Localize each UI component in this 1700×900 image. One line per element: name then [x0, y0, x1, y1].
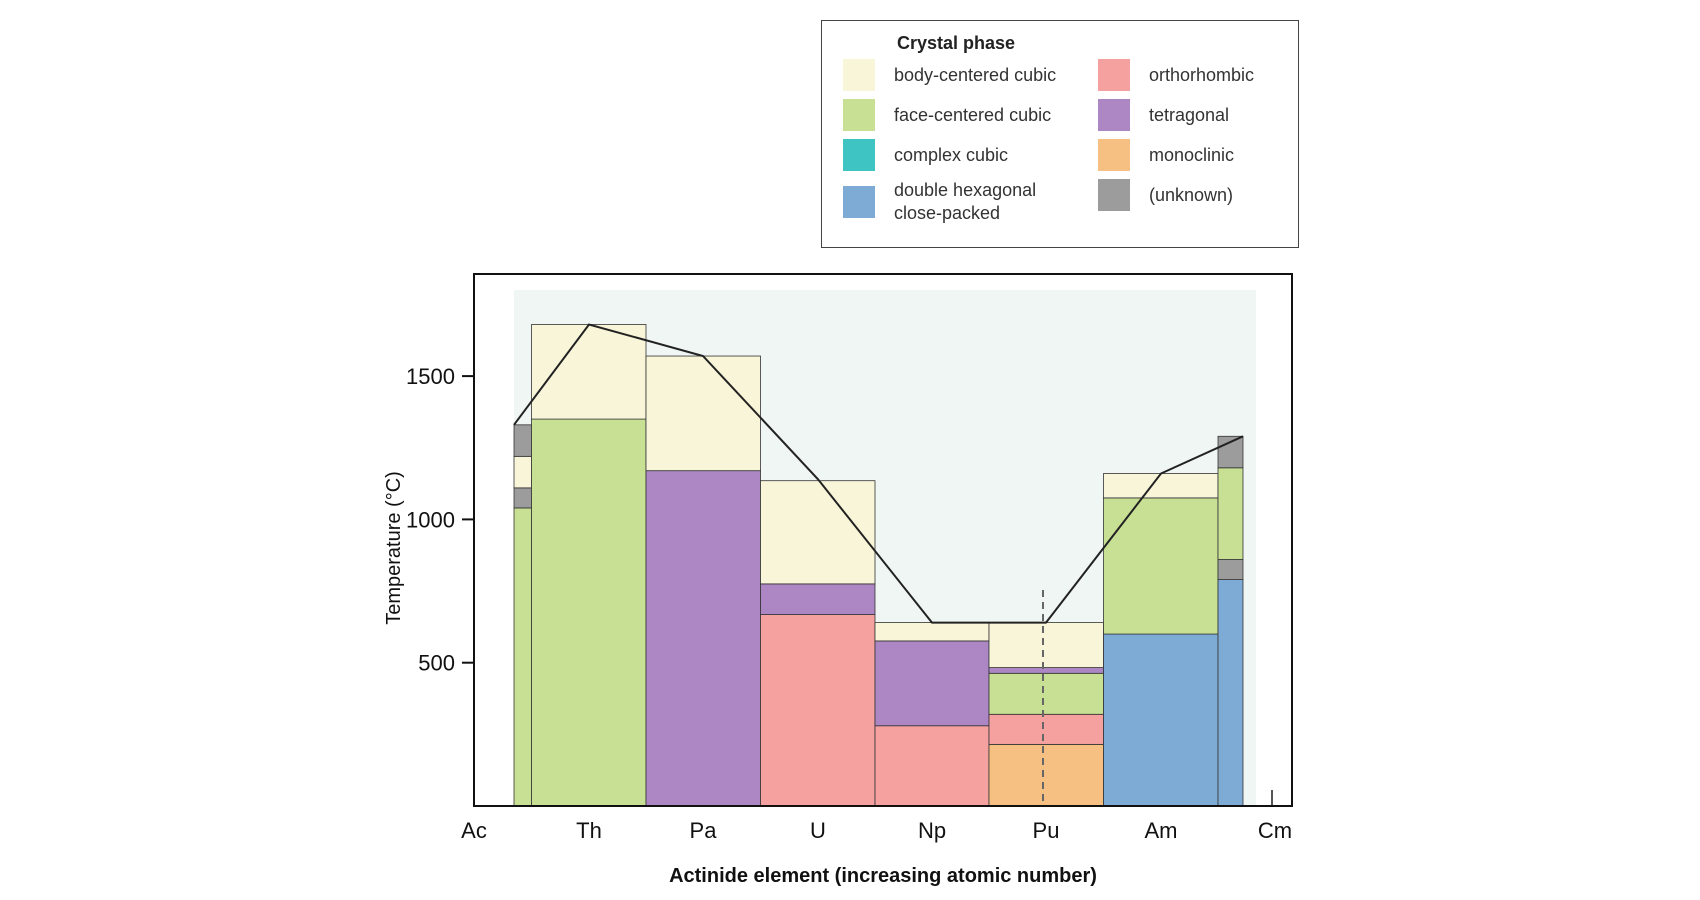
phase-region — [1217, 559, 1244, 580]
legend-swatch — [1098, 179, 1130, 211]
legend-item: orthorhombic — [1098, 59, 1254, 91]
x-tick-label: Np — [918, 818, 946, 843]
legend-label: double hexagonal close-packed — [894, 180, 1037, 223]
legend-swatch — [1098, 99, 1130, 131]
y-tick-label: 1000 — [406, 507, 455, 532]
phase-region — [645, 470, 761, 807]
x-axis-ticks: Ac Th Pa U Np Pu Am Cm — [461, 818, 1292, 843]
legend-item: complex cubic — [843, 139, 1008, 171]
plot-frame — [473, 273, 1293, 807]
phase-region — [1217, 467, 1244, 560]
phase-region — [760, 614, 876, 807]
y-tick-label: 1500 — [406, 364, 455, 389]
legend-item: double hexagonal close-packed — [843, 179, 1036, 225]
phase-region — [513, 455, 532, 489]
phase-region — [645, 355, 761, 472]
phase-region — [531, 324, 647, 420]
legend-item: (unknown) — [1098, 179, 1233, 211]
phase-region — [874, 640, 990, 727]
phase-region — [988, 713, 1104, 745]
phase-region — [988, 622, 1104, 668]
legend-swatch — [1098, 139, 1130, 171]
legend-item: face-centered cubic — [843, 99, 1051, 131]
legend-label: monoclinic — [1149, 144, 1235, 165]
phase-region — [531, 418, 647, 807]
legend-item: monoclinic — [1098, 139, 1234, 171]
y-axis-ticks: 500 1000 1500 — [406, 364, 474, 676]
phase-region — [1103, 497, 1219, 635]
phase-region — [988, 672, 1104, 715]
legend-swatch — [843, 186, 875, 218]
legend-label: complex cubic — [894, 144, 1009, 165]
legend-label: tetragonal — [1149, 104, 1230, 125]
phase-regions — [513, 323, 1244, 807]
legend-label: face-centered cubic — [894, 104, 1052, 125]
x-tick-label: Am — [1145, 818, 1178, 843]
x-tick-label: Th — [576, 818, 602, 843]
legend-swatch — [843, 139, 875, 171]
legend-label: body-centered cubic — [894, 64, 1057, 85]
x-tick-label: Cm — [1258, 818, 1292, 843]
phase-region — [513, 487, 532, 509]
x-tick-label: U — [810, 818, 826, 843]
y-axis-title: Temperature (°C) — [383, 471, 405, 625]
phase-region — [988, 667, 1104, 674]
legend-swatch — [843, 99, 875, 131]
phase-region — [1103, 633, 1219, 807]
x-tick-label: Pa — [690, 818, 718, 843]
legend: Crystal phase body-centered cubic face-ce… — [821, 20, 1299, 248]
legend-item: body-centered cubic — [843, 59, 1056, 91]
phase-region — [760, 480, 876, 585]
phase-region — [760, 583, 876, 615]
phase-region — [1103, 473, 1219, 499]
legend-item: tetragonal — [1098, 99, 1229, 131]
legend-swatch — [843, 59, 875, 91]
phase-region — [513, 507, 532, 807]
legend-swatch — [1098, 59, 1130, 91]
phase-region — [1217, 579, 1244, 807]
phase-region — [513, 424, 532, 457]
x-tick-label: Ac — [461, 818, 487, 843]
legend-label: orthorhombic — [1149, 64, 1255, 85]
melting-curve — [513, 323, 1244, 624]
legend-title: Crystal phase — [897, 33, 1016, 53]
phase-region — [874, 725, 990, 807]
phase-region — [874, 622, 990, 642]
phase-region — [988, 743, 1104, 807]
legend-label: (unknown) — [1149, 184, 1234, 205]
y-tick-label: 500 — [418, 651, 455, 676]
x-tick-label: Pu — [1033, 818, 1060, 843]
x-axis-title: Actinide element (increasing atomic numb… — [669, 865, 1097, 887]
